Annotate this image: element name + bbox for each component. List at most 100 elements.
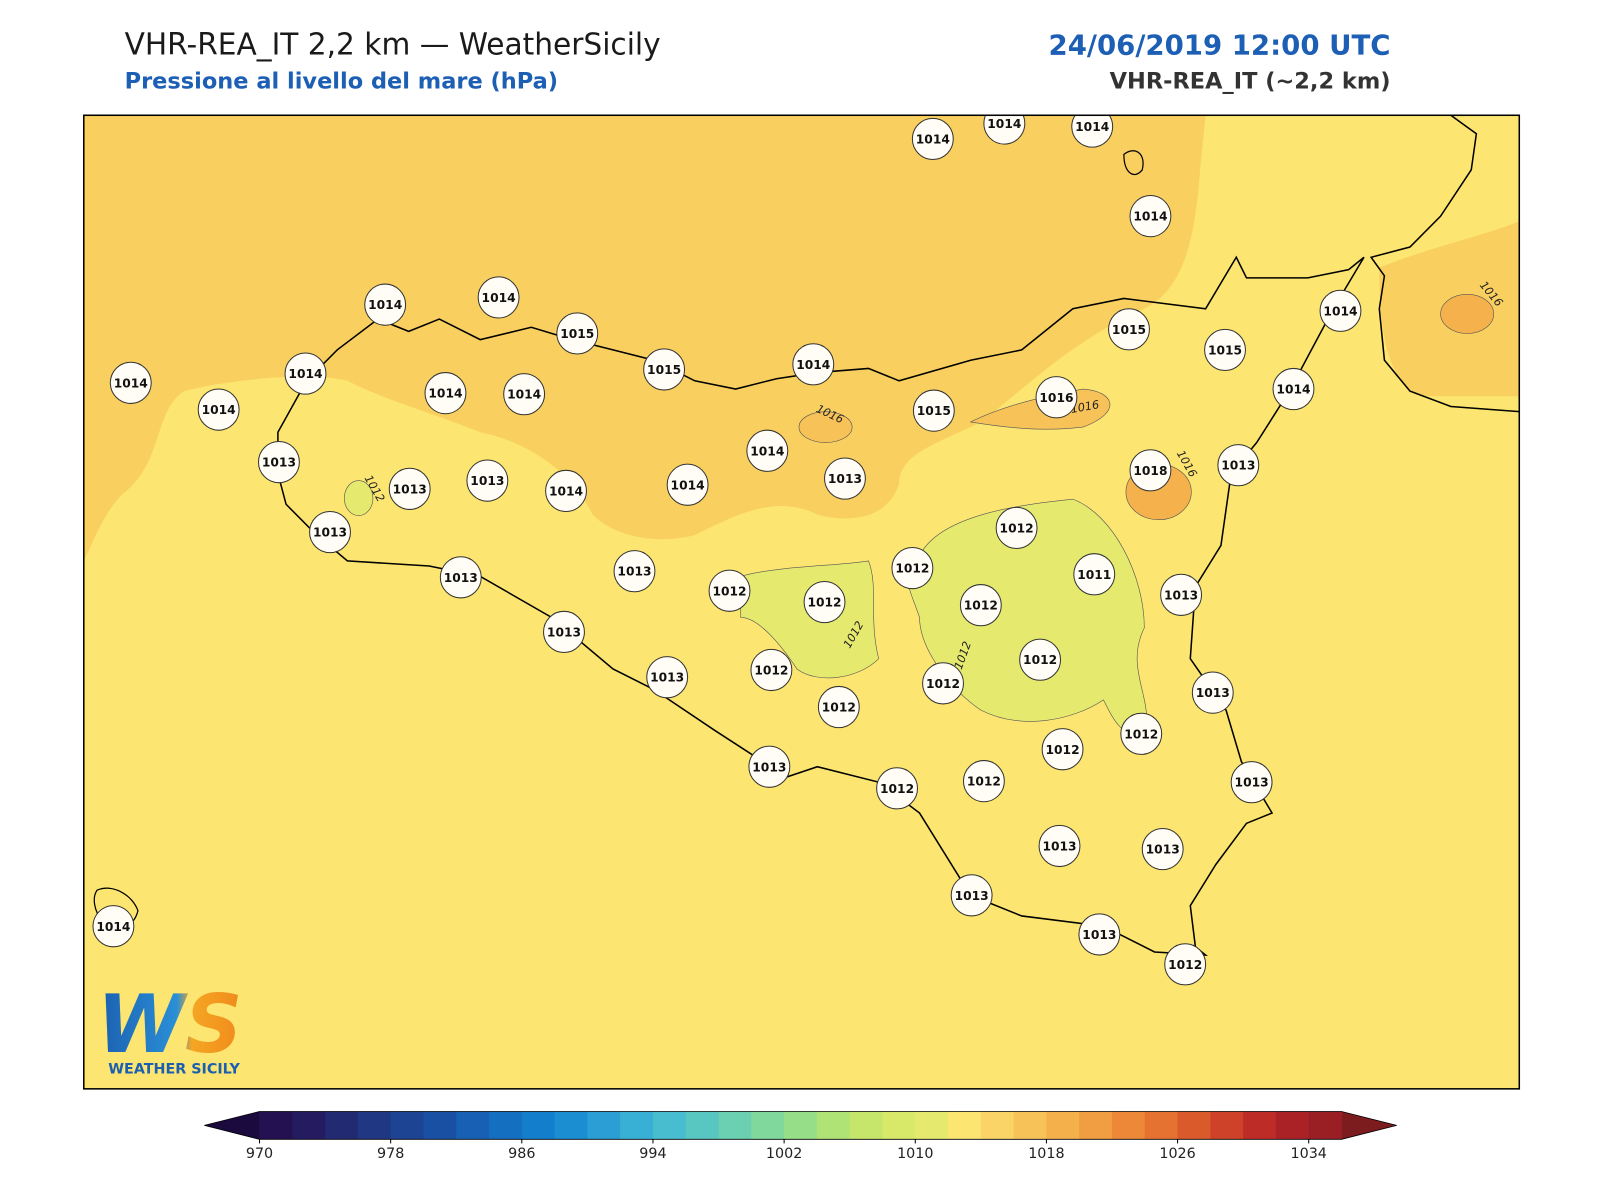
station-value: 1012: [967, 775, 1001, 789]
station: 1012: [995, 506, 1038, 550]
colorbar-tick-label: 1034: [1291, 1146, 1327, 1162]
station-value: 1013: [955, 889, 989, 903]
station: 1013: [439, 556, 482, 599]
station: 1013: [1160, 573, 1203, 616]
station-marker: [257, 440, 300, 484]
colorbar-bin: [1144, 1111, 1179, 1140]
station-value: 1013: [650, 671, 684, 685]
station-value: 1014: [671, 478, 705, 492]
station-value: 1012: [1046, 743, 1080, 757]
station-value: 1015: [560, 327, 594, 341]
logo-text: WEATHER SICILY: [108, 1061, 240, 1077]
station-marker: [1319, 289, 1362, 332]
station: 1015: [1108, 308, 1150, 351]
colorbar-bin: [1275, 1111, 1310, 1140]
station-marker: [803, 580, 846, 624]
colorbar-bin: [1308, 1111, 1343, 1140]
station: 1012: [1019, 638, 1062, 681]
station: 1014: [109, 361, 152, 404]
colorbar-extend-high: [1341, 1111, 1397, 1140]
pressure-area: [344, 480, 374, 516]
colorbar-bin: [521, 1111, 556, 1140]
station-value: 1014: [1133, 210, 1167, 224]
station-marker: [1230, 761, 1273, 804]
station-value: 1015: [647, 363, 681, 377]
station: 1012: [962, 760, 1005, 803]
station-value: 1016: [1039, 391, 1073, 405]
station-marker: [545, 469, 587, 513]
stations: 1014 1014 1014 1014 1014 1014 1015 1015 1014 1015…: [92, 115, 1362, 986]
station-value: 1013: [1235, 776, 1269, 790]
colorbar-bin: [489, 1111, 523, 1140]
logo-mark: WS: [97, 978, 242, 1071]
datetime: 24/06/2019 12:00 UTC: [1049, 28, 1391, 61]
station-value: 1012: [712, 584, 746, 598]
station-value: 1012: [880, 782, 914, 796]
station-marker: [817, 685, 860, 729]
station-marker: [466, 459, 509, 502]
station-marker: [613, 550, 656, 593]
station: 1014: [92, 905, 135, 948]
station-value: 1014: [428, 387, 462, 401]
station-marker: [1019, 638, 1062, 681]
station: 1014: [1129, 195, 1172, 238]
colorbar-bin: [390, 1111, 424, 1140]
station-marker: [439, 556, 482, 599]
colorbar-bin: [1177, 1111, 1211, 1140]
station-value: 1013: [1146, 843, 1180, 857]
colorbar-bin: [587, 1111, 621, 1140]
colorbar-bin: [751, 1111, 785, 1140]
station: 1012: [708, 569, 751, 612]
station-marker: [950, 874, 993, 917]
pressure-area: [1440, 294, 1495, 334]
station-marker: [1217, 444, 1260, 487]
station: 1015: [912, 389, 955, 432]
colorbar-bin: [325, 1111, 359, 1140]
station-marker: [891, 546, 934, 590]
station-value: 1015: [1208, 343, 1242, 357]
station: 1012: [876, 767, 919, 810]
station-value: 1012: [1168, 958, 1202, 972]
colorbar-bin: [980, 1111, 1015, 1140]
station-value: 1013: [470, 474, 504, 488]
station-value: 1014: [987, 117, 1021, 131]
station: 1012: [803, 580, 846, 624]
colorbar-bin: [652, 1111, 687, 1140]
station-marker: [1141, 827, 1184, 871]
station-value: 1013: [393, 482, 427, 496]
station-value: 1014: [1276, 383, 1310, 397]
station-marker: [364, 283, 407, 326]
colorbar-tick-label: 1002: [766, 1146, 802, 1162]
station-marker: [1272, 367, 1315, 411]
station: 1012: [1164, 943, 1207, 986]
colorbar-bin: [1079, 1111, 1113, 1140]
station-marker: [197, 388, 240, 431]
station: 1013: [1217, 444, 1260, 487]
station: 1014: [545, 469, 587, 513]
colorbar: 970 978 986 994 1002 1010 1018 1026 1034: [204, 1111, 1397, 1162]
station-marker: [1071, 115, 1114, 148]
pressure-area: [798, 411, 853, 443]
station: 1013: [257, 440, 300, 484]
station: 1012: [750, 648, 793, 692]
colorbar-bin: [915, 1111, 949, 1140]
station-marker: [666, 463, 709, 506]
station-value: 1014: [796, 358, 830, 372]
station-marker: [824, 457, 866, 500]
station: 1015: [1204, 328, 1246, 372]
station: 1012: [817, 685, 860, 729]
station: 1014: [1319, 289, 1362, 332]
station: 1012: [891, 546, 934, 590]
station-value: 1012: [1023, 653, 1057, 667]
station-value: 1014: [482, 291, 516, 305]
colorbar-tick-label: 970: [246, 1146, 273, 1162]
station-marker: [1073, 553, 1116, 596]
station: 1014: [1071, 115, 1114, 148]
station-marker: [750, 648, 793, 692]
station-value: 1018: [1133, 464, 1167, 478]
station-marker: [911, 117, 954, 161]
station: 1013: [1038, 824, 1081, 868]
colorbar-bin: [816, 1111, 851, 1140]
station-marker: [1204, 328, 1246, 372]
colorbar-tick-label: 1018: [1028, 1146, 1064, 1162]
